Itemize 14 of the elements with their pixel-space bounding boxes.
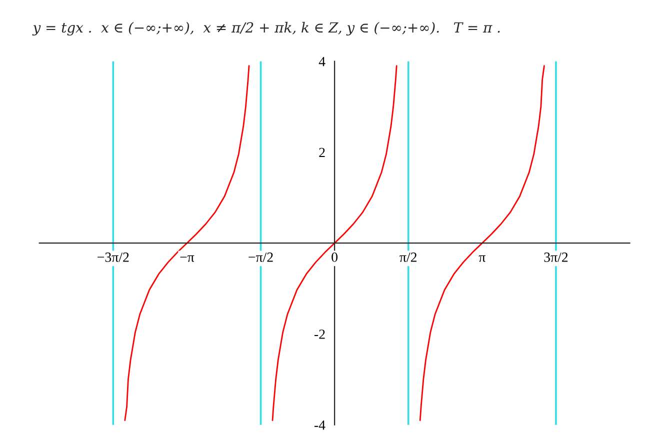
x-tick-label: π	[478, 255, 486, 262]
x-tick-label: π/2	[400, 252, 416, 262]
line-series	[419, 65, 545, 422]
x-tick-label: −π/2	[248, 252, 273, 262]
x-tick-label: 3π/2	[544, 252, 568, 262]
y-tick-label: -2	[314, 330, 325, 339]
x-tick-label: −3π/2	[98, 252, 129, 262]
y-tick-label: -4	[314, 420, 326, 430]
x-tick-label: −π	[180, 255, 194, 262]
y-tick-label: 2	[319, 148, 325, 158]
line-series	[272, 65, 398, 422]
y-tick-label: 4	[318, 56, 326, 66]
x-tick-label: 0	[332, 252, 338, 262]
chart-title: y = tgx . x ∈ (−∞;+∞), x ≠ π/2 + πk, k ∈ Z, y ∈ (−∞;+∞). T = π .	[32, 22, 500, 36]
